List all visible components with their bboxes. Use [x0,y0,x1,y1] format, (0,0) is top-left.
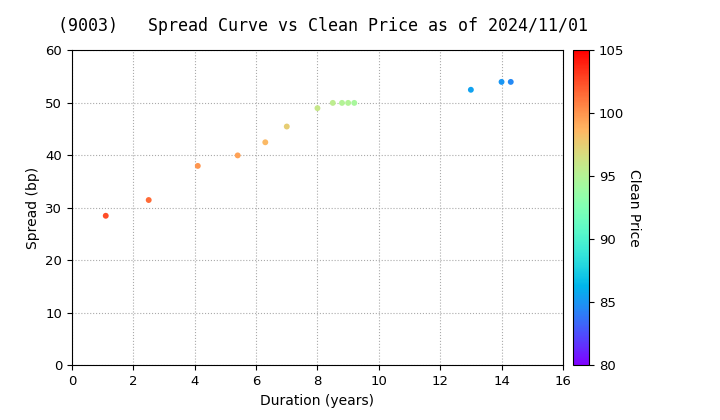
Y-axis label: Clean Price: Clean Price [627,169,641,247]
Point [336,100,348,106]
Point [100,213,112,219]
Point [505,79,516,85]
Point [312,105,323,111]
Y-axis label: Spread (bp): Spread (bp) [26,167,40,249]
Point [192,163,204,169]
Point [281,123,292,130]
Point [259,139,271,146]
Point [232,152,243,159]
Point [465,87,477,93]
Point [143,197,155,203]
Text: (9003)   Spread Curve vs Clean Price as of 2024/11/01: (9003) Spread Curve vs Clean Price as of… [58,17,588,35]
X-axis label: Duration (years): Duration (years) [261,394,374,408]
Point [343,100,354,106]
Point [496,79,508,85]
Point [327,100,338,106]
Point [348,100,360,106]
